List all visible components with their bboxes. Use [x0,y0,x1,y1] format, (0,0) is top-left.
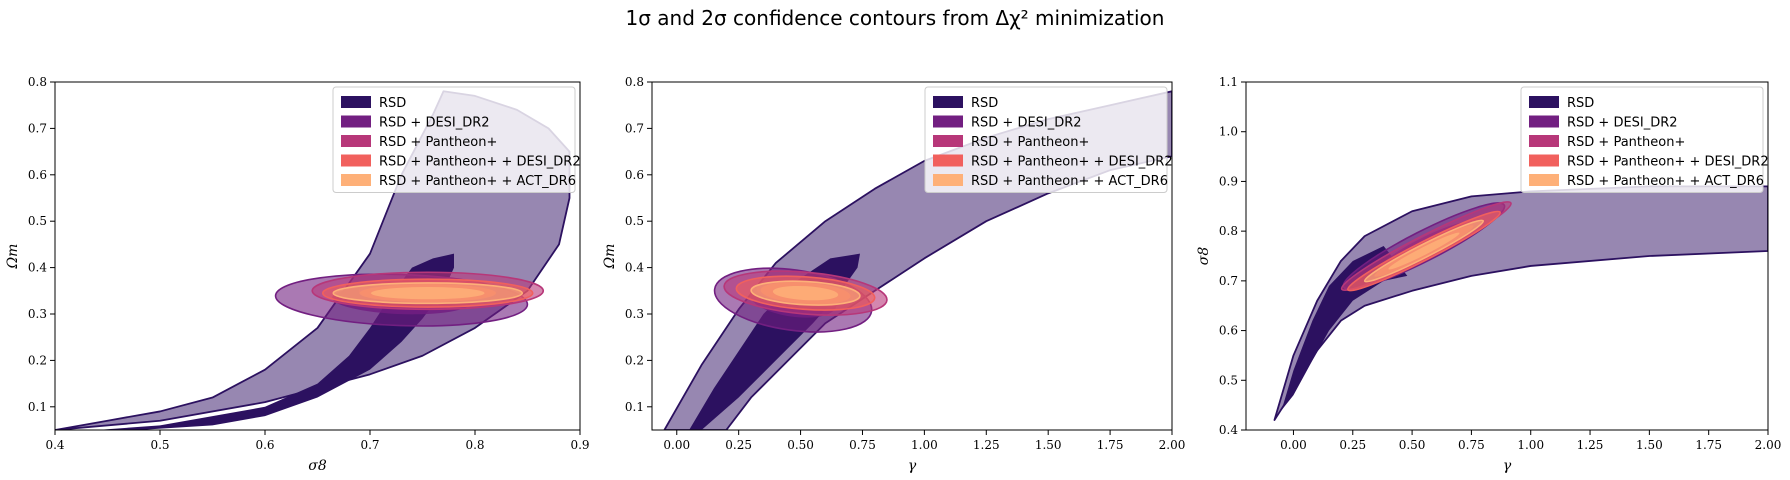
x-tick-label: 0.50 [787,438,814,452]
y-axis-label: σ8 [1196,247,1212,266]
x-tick-label: 1.50 [1636,438,1663,452]
legend: RSD RSD + DESI_DR2 RSD + Pantheon+ RSD + Pa… [332,86,581,193]
y-tick-label: 0.3 [28,307,47,321]
legend-swatch [1529,154,1559,167]
y-tick-label: 0.4 [28,261,47,275]
x-tick-label: 0.00 [1280,438,1307,452]
legend-label: RSD + Pantheon+ [971,135,1089,150]
y-tick-label: 0.8 [1219,224,1238,238]
plot-area [1273,185,1768,421]
y-tick-label: 0.7 [28,121,47,135]
y-tick-label: 0.6 [28,168,47,182]
legend-label: RSD + Pantheon+ [379,135,497,150]
figure-title: 1σ and 2σ confidence contours from Δχ² m… [625,6,1165,30]
y-tick-label: 0.5 [1219,373,1238,387]
legend-label: RSD + Pantheon+ [1567,135,1685,150]
legend-label: RSD + DESI_DR2 [1567,116,1678,131]
legend-label: RSD + Pantheon+ + DESI_DR2 [971,155,1173,170]
x-tick-label: 1.00 [911,438,938,452]
x-tick-label: 0.4 [45,438,64,452]
x-tick-label: 0.75 [849,438,876,452]
legend-swatch [341,115,371,128]
x-tick-label: 1.25 [1577,438,1604,452]
x-axis-label: γ [1503,458,1512,474]
legend-swatch [1529,96,1559,108]
legend-label: RSD + Pantheon+ + ACT_DR6 [1567,174,1764,189]
legend-swatch [341,96,371,108]
legend: RSD RSD + DESI_DR2 RSD + Pantheon+ RSD + Pa… [1520,86,1769,193]
legend-label: RSD + Pantheon+ + ACT_DR6 [971,174,1168,189]
legend-label: RSD [379,96,406,111]
legend-swatch [1529,174,1559,186]
y-tick-label: 0.4 [1219,423,1238,437]
y-tick-label: 1.0 [1219,125,1238,139]
y-tick-label: 0.5 [28,214,47,228]
y-tick-label: 0.2 [28,353,47,367]
y-axis-label: Ωm [5,244,21,270]
rsd-pantheon-act-dr6-1sigma-contour [1388,232,1460,270]
x-tick-label: 0.75 [1458,438,1485,452]
y-tick-label: 0.6 [1219,324,1238,338]
legend-label: RSD [971,96,998,111]
x-tick-label: 1.00 [1517,438,1544,452]
legend-swatch [1529,135,1559,147]
x-tick-label: 0.50 [1399,438,1426,452]
x-tick-label: 1.75 [1695,438,1722,452]
axes-frame [651,81,1173,431]
y-tick-label: 1.1 [1219,75,1238,89]
y-tick-label: 0.9 [1219,174,1238,188]
legend-label: RSD [1567,96,1594,111]
legend: RSD RSD + DESI_DR2 RSD + Pantheon+ RSD + Pa… [924,86,1173,193]
x-tick-label: 0.00 [663,438,690,452]
legend-label: RSD + Pantheon+ + DESI_DR2 [1567,155,1769,170]
y-tick-label: 0.2 [625,353,644,367]
y-tick-label: 0.3 [625,307,644,321]
legend-swatch [933,135,963,147]
legend-swatch [341,135,371,147]
legend-swatch [341,154,371,167]
x-tick-label: 0.7 [360,438,379,452]
x-tick-label: 1.75 [1097,438,1124,452]
legend-label: RSD + Pantheon+ + ACT_DR6 [379,174,576,189]
y-tick-label: 0.1 [28,400,47,414]
y-tick-label: 0.1 [625,400,644,414]
legend-swatch [933,154,963,167]
legend-swatch [1529,115,1559,128]
y-tick-label: 0.6 [625,168,644,182]
y-axis-label: Ωm [602,244,618,270]
legend-swatch [933,174,963,186]
x-tick-label: 2.00 [1159,438,1186,452]
axes-frame [1245,81,1769,431]
legend-swatch [933,115,963,128]
x-tick-label: 0.6 [255,438,274,452]
x-tick-label: 0.25 [725,438,752,452]
x-tick-label: 0.25 [1339,438,1366,452]
legend-label: RSD + Pantheon+ + DESI_DR2 [379,155,581,170]
x-tick-label: 2.00 [1755,438,1782,452]
x-axis-label: γ [908,458,917,474]
x-tick-label: 0.9 [570,438,589,452]
x-tick-label: 1.50 [1035,438,1062,452]
y-tick-label: 0.8 [28,75,47,89]
y-tick-label: 0.7 [625,121,644,135]
x-tick-label: 1.25 [973,438,1000,452]
axes-frame [54,81,581,431]
legend-swatch [933,96,963,108]
rsd-1sigma-contour [97,253,454,430]
y-tick-label: 0.7 [1219,274,1238,288]
legend-label: RSD + DESI_DR2 [971,116,1082,131]
rsd-pantheon-act-dr6-1sigma-contour [772,285,839,301]
legend-swatch [341,174,371,186]
y-tick-label: 0.4 [625,261,644,275]
x-axis-label: σ8 [308,458,327,474]
rsd-pantheon-act-dr6-1sigma-contour [371,286,485,300]
y-tick-label: 0.8 [625,75,644,89]
y-tick-label: 0.5 [625,214,644,228]
legend-label: RSD + DESI_DR2 [379,116,490,131]
x-tick-label: 0.5 [150,438,169,452]
x-tick-label: 0.8 [465,438,484,452]
